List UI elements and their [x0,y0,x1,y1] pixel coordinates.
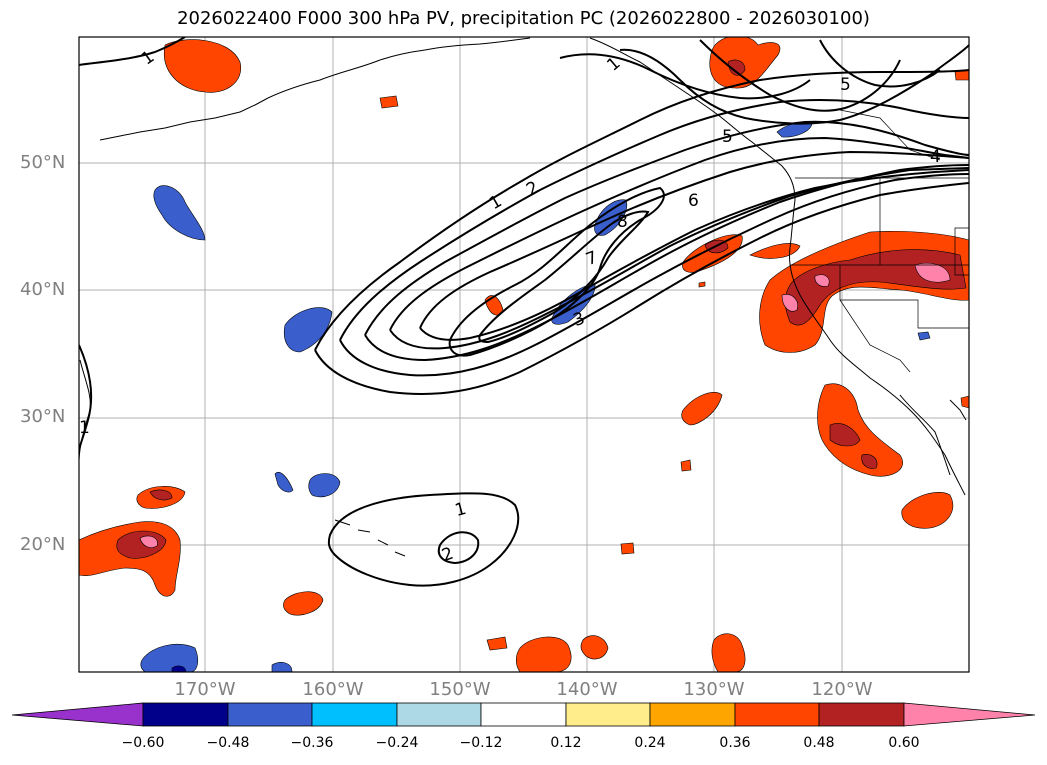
lon-label-160w: 160°W [302,679,364,700]
map-frame [78,36,970,673]
precip-blob [620,542,635,555]
precip-blob [140,644,199,672]
pv-contour-hawaii-inner [437,531,480,565]
contour-label: 5 [722,127,733,147]
precip-blob [580,635,609,660]
colorbar-over-arrow [903,702,1036,727]
colorbar-tick-label: 0.24 [634,735,666,751]
precip-blob [283,591,324,616]
precip-blob [698,281,706,288]
contour-label: 1 [453,499,469,521]
contour-label: 4 [930,147,941,167]
colorbar-tick-label: 0.36 [719,735,751,751]
colorbar-tick-label: −0.48 [206,735,250,751]
precip-blob [274,471,294,493]
contour-label: 1 [79,418,90,438]
precip-blob [749,243,801,259]
colorbar-tick-label: −0.36 [290,735,334,751]
precip-blob [781,294,798,312]
lat-label-20n: 20°N [20,534,66,555]
precip-blob [727,59,746,76]
precip-blob [914,262,951,283]
pv-contour-upper-b [619,44,969,125]
colorbar-segment [227,702,313,727]
precip-blob [917,331,931,341]
colorbar [11,702,1036,727]
precip-blob [960,395,969,409]
colorbar-tick-label: −0.60 [121,735,165,751]
colorbar-tick-label: 0.60 [888,735,920,751]
lon-label-140w: 140°W [556,679,618,700]
pv-contour-3 [364,120,969,336]
precip-blob [814,274,830,287]
precip-blob [680,459,692,472]
pv-contour-3-lower [364,164,969,362]
lat-label-40n: 40°N [20,279,66,300]
contour-label: 5 [840,75,851,95]
plot-title: 2026022400 F000 300 hPa PV, precipitatio… [177,8,870,29]
precip-blob [149,489,173,501]
pv-contour-hawaii [327,492,520,587]
contour-label: 8 [617,212,628,232]
pv-contour-nw [79,37,186,66]
precip-blob [379,95,399,109]
colorbar-segment [142,702,229,727]
contour-label: 6 [688,191,699,211]
pv-contour-2 [339,99,969,341]
colorbar-segment [396,702,482,727]
precip-blob [271,662,293,672]
lat-label-50n: 50°N [20,152,66,173]
pv-contour-upper-c [699,39,901,112]
pv-contour-4 [389,136,969,331]
precip-blob [139,535,158,548]
pv-contour-7 [478,210,650,344]
gridlines [79,37,969,672]
pv-contours [79,37,969,587]
lon-label-170w: 170°W [174,679,236,700]
lon-label-130w: 130°W [683,679,745,700]
lon-label-120w: 120°W [811,679,873,700]
colorbar-tick-label: −0.12 [459,735,503,751]
pv-contour-upper-a [559,53,811,100]
precip-blob [817,383,903,477]
colorbar-tick-label: −0.24 [375,735,419,751]
precip-blob [709,37,781,89]
precip-blob [829,423,861,447]
map-panel: 1 1 2 8 6 5 4 5 7 3 1 2 1 1 [79,37,969,672]
precip-blob [901,491,954,529]
colorbar-under-arrow [11,702,144,727]
precip-blob [681,391,723,426]
precip-blob [153,185,206,241]
colorbar-segment [818,702,905,727]
colorbar-segment [734,702,820,727]
colorbar-segment [565,702,651,727]
pv-contour-6 [448,186,665,357]
lon-label-150w: 150°W [429,679,491,700]
precip-blob [486,636,508,651]
precip-blob [163,39,242,93]
colorbar-segment [649,702,736,727]
precip-blob [861,454,878,469]
colorbar-tick-label: 0.12 [550,735,582,751]
precip-blob [711,633,746,672]
precip-blob [171,665,187,672]
pv-contour-left [79,344,93,451]
pv-contour-1-lower [314,182,969,395]
lat-label-30n: 30°N [20,406,66,427]
pv-contour-5 [419,150,969,329]
pv-contour-1 [314,69,969,351]
pv-contour-2-lower [339,173,969,377]
colorbar-tick-label: 0.48 [803,735,835,751]
precip-positive-regions [79,37,969,672]
pv-contour-upper-d [819,39,941,88]
colorbar-segment [480,702,567,727]
precip-blob [308,473,341,498]
colorbar-segment [311,702,398,727]
precip-blob [515,636,572,672]
map-background [79,37,969,672]
pv-contour-5-lower [419,169,969,341]
